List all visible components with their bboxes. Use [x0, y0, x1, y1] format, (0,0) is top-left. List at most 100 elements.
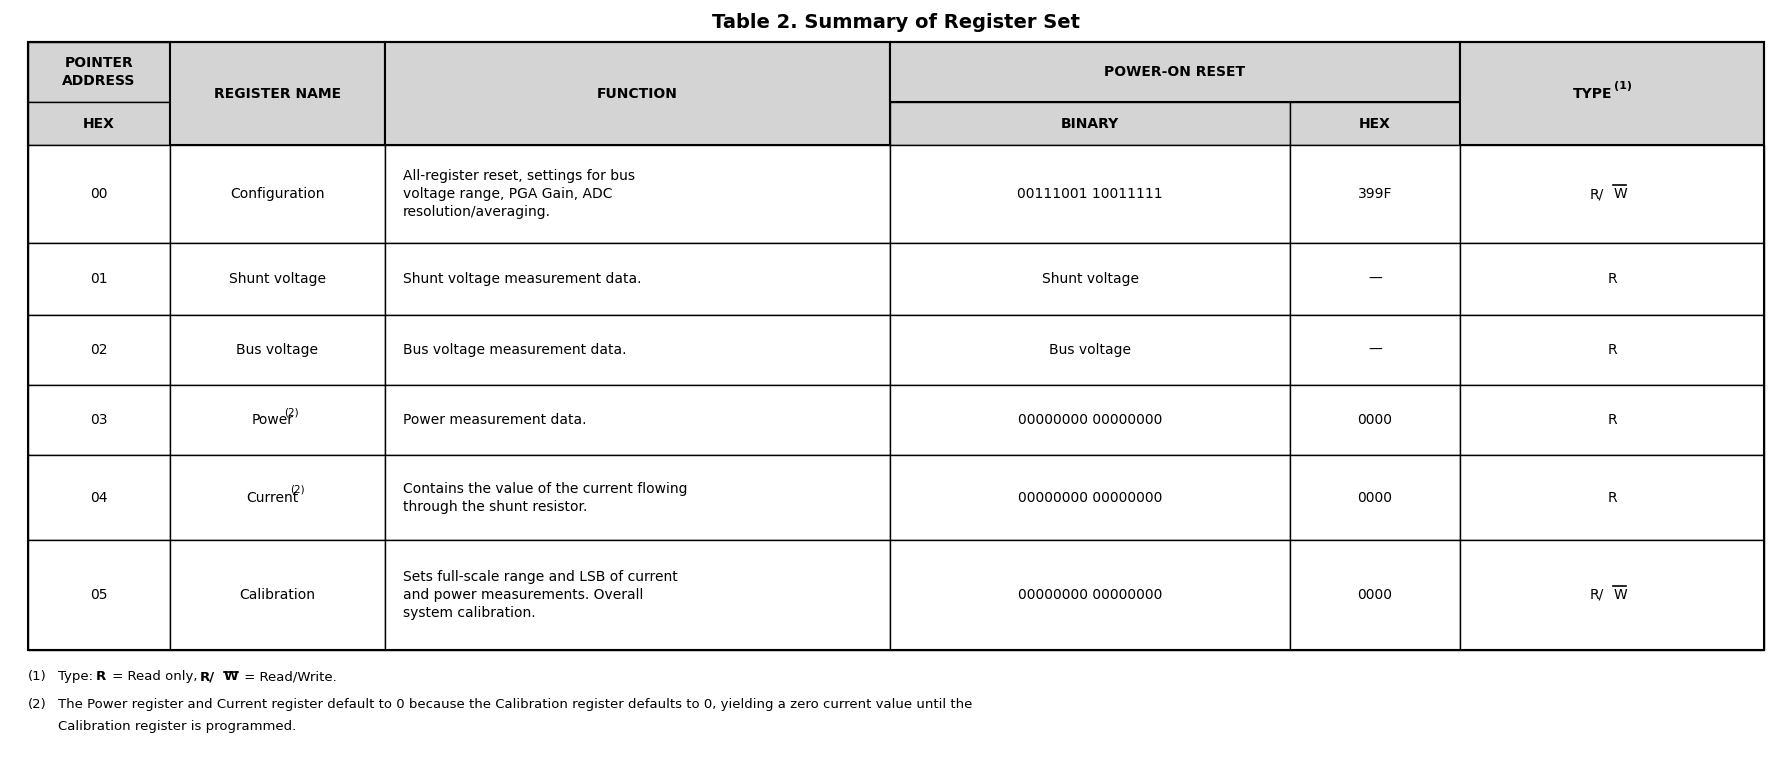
Bar — [29, 385, 170, 455]
Text: Bus voltage: Bus voltage — [1048, 343, 1131, 357]
Text: 00111001 10011111: 00111001 10011111 — [1018, 187, 1163, 201]
Text: 04: 04 — [90, 490, 108, 504]
Bar — [1460, 315, 1763, 385]
Bar — [29, 455, 170, 540]
Text: = Read only,: = Read only, — [108, 670, 202, 683]
Bar — [1290, 102, 1460, 145]
Bar — [1460, 42, 1763, 145]
Bar — [170, 455, 385, 540]
Bar — [385, 42, 891, 145]
Bar — [891, 385, 1290, 455]
Text: 03: 03 — [90, 413, 108, 427]
Text: R/: R/ — [1590, 588, 1604, 602]
Text: through the shunt resistor.: through the shunt resistor. — [403, 500, 588, 513]
Text: Contains the value of the current flowing: Contains the value of the current flowin… — [403, 481, 688, 496]
Text: (1): (1) — [1615, 80, 1633, 90]
Text: 00000000 00000000: 00000000 00000000 — [1018, 490, 1163, 504]
Text: system calibration.: system calibration. — [403, 606, 536, 620]
Text: Current: Current — [246, 490, 299, 504]
Text: BINARY: BINARY — [1061, 116, 1120, 131]
Bar — [29, 540, 170, 650]
Text: = Read/Write.: = Read/Write. — [240, 670, 337, 683]
Text: 0000: 0000 — [1358, 588, 1392, 602]
Text: ADDRESS: ADDRESS — [63, 74, 136, 88]
Bar — [385, 455, 891, 540]
Text: voltage range, PGA Gain, ADC: voltage range, PGA Gain, ADC — [403, 187, 613, 201]
Text: R: R — [1607, 413, 1616, 427]
Bar — [1290, 315, 1460, 385]
Bar — [1290, 145, 1460, 243]
Bar — [891, 243, 1290, 315]
Bar — [1460, 540, 1763, 650]
Bar — [891, 455, 1290, 540]
Bar — [385, 540, 891, 650]
Text: Bus voltage measurement data.: Bus voltage measurement data. — [403, 343, 627, 357]
Text: 02: 02 — [90, 343, 108, 357]
Text: R: R — [97, 670, 106, 683]
Bar — [170, 385, 385, 455]
Bar — [170, 540, 385, 650]
Text: and power measurements. Overall: and power measurements. Overall — [403, 588, 643, 602]
Bar — [891, 145, 1290, 243]
Text: HEX: HEX — [1358, 116, 1391, 131]
Text: POWER-ON RESET: POWER-ON RESET — [1104, 65, 1245, 79]
Bar — [29, 42, 170, 102]
Bar — [29, 145, 170, 243]
Text: 0000: 0000 — [1358, 490, 1392, 504]
Text: Shunt voltage measurement data.: Shunt voltage measurement data. — [403, 272, 642, 286]
Bar — [29, 42, 170, 145]
Text: Power: Power — [251, 413, 294, 427]
Text: R/: R/ — [201, 670, 215, 683]
Text: 01: 01 — [90, 272, 108, 286]
Text: 399F: 399F — [1358, 187, 1392, 201]
Bar — [1290, 540, 1460, 650]
Bar — [29, 102, 170, 145]
Text: 00000000 00000000: 00000000 00000000 — [1018, 588, 1163, 602]
Text: R/: R/ — [1590, 187, 1604, 201]
Text: W: W — [1615, 588, 1627, 602]
Text: POINTER: POINTER — [65, 56, 133, 70]
Bar — [1460, 243, 1763, 315]
Text: Shunt voltage: Shunt voltage — [1041, 272, 1138, 286]
Bar — [1460, 385, 1763, 455]
Text: 00000000 00000000: 00000000 00000000 — [1018, 413, 1163, 427]
Text: Bus voltage: Bus voltage — [237, 343, 319, 357]
Bar — [170, 42, 385, 145]
Text: W: W — [224, 670, 238, 683]
Text: All-register reset, settings for bus: All-register reset, settings for bus — [403, 169, 634, 183]
Bar — [385, 145, 891, 243]
Text: REGISTER NAME: REGISTER NAME — [213, 86, 340, 100]
Text: W: W — [1615, 187, 1627, 201]
Text: (1): (1) — [29, 670, 47, 683]
Bar — [891, 540, 1290, 650]
Bar — [29, 243, 170, 315]
Text: —: — — [1367, 343, 1382, 357]
Text: Power measurement data.: Power measurement data. — [403, 413, 586, 427]
Text: Calibration: Calibration — [240, 588, 315, 602]
Text: —: — — [1367, 272, 1382, 286]
Bar — [170, 145, 385, 243]
Bar — [1460, 145, 1763, 243]
Text: HEX: HEX — [82, 116, 115, 131]
Bar — [385, 385, 891, 455]
Bar — [1290, 385, 1460, 455]
Bar — [891, 102, 1290, 145]
Text: FUNCTION: FUNCTION — [597, 86, 677, 100]
Text: R: R — [1607, 343, 1616, 357]
Text: Type:: Type: — [57, 670, 97, 683]
Text: TYPE: TYPE — [1573, 86, 1613, 100]
Text: 0000: 0000 — [1358, 413, 1392, 427]
Text: 05: 05 — [90, 588, 108, 602]
Bar — [1460, 455, 1763, 540]
Bar — [1290, 455, 1460, 540]
Text: Calibration register is programmed.: Calibration register is programmed. — [57, 720, 296, 733]
Text: Configuration: Configuration — [229, 187, 324, 201]
Text: Table 2. Summary of Register Set: Table 2. Summary of Register Set — [711, 12, 1081, 31]
Bar — [1290, 243, 1460, 315]
Text: Sets full-scale range and LSB of current: Sets full-scale range and LSB of current — [403, 570, 677, 584]
Text: 00: 00 — [90, 187, 108, 201]
Text: (2): (2) — [290, 484, 305, 494]
Text: resolution/averaging.: resolution/averaging. — [403, 205, 550, 219]
Bar — [170, 243, 385, 315]
Text: R: R — [1607, 490, 1616, 504]
